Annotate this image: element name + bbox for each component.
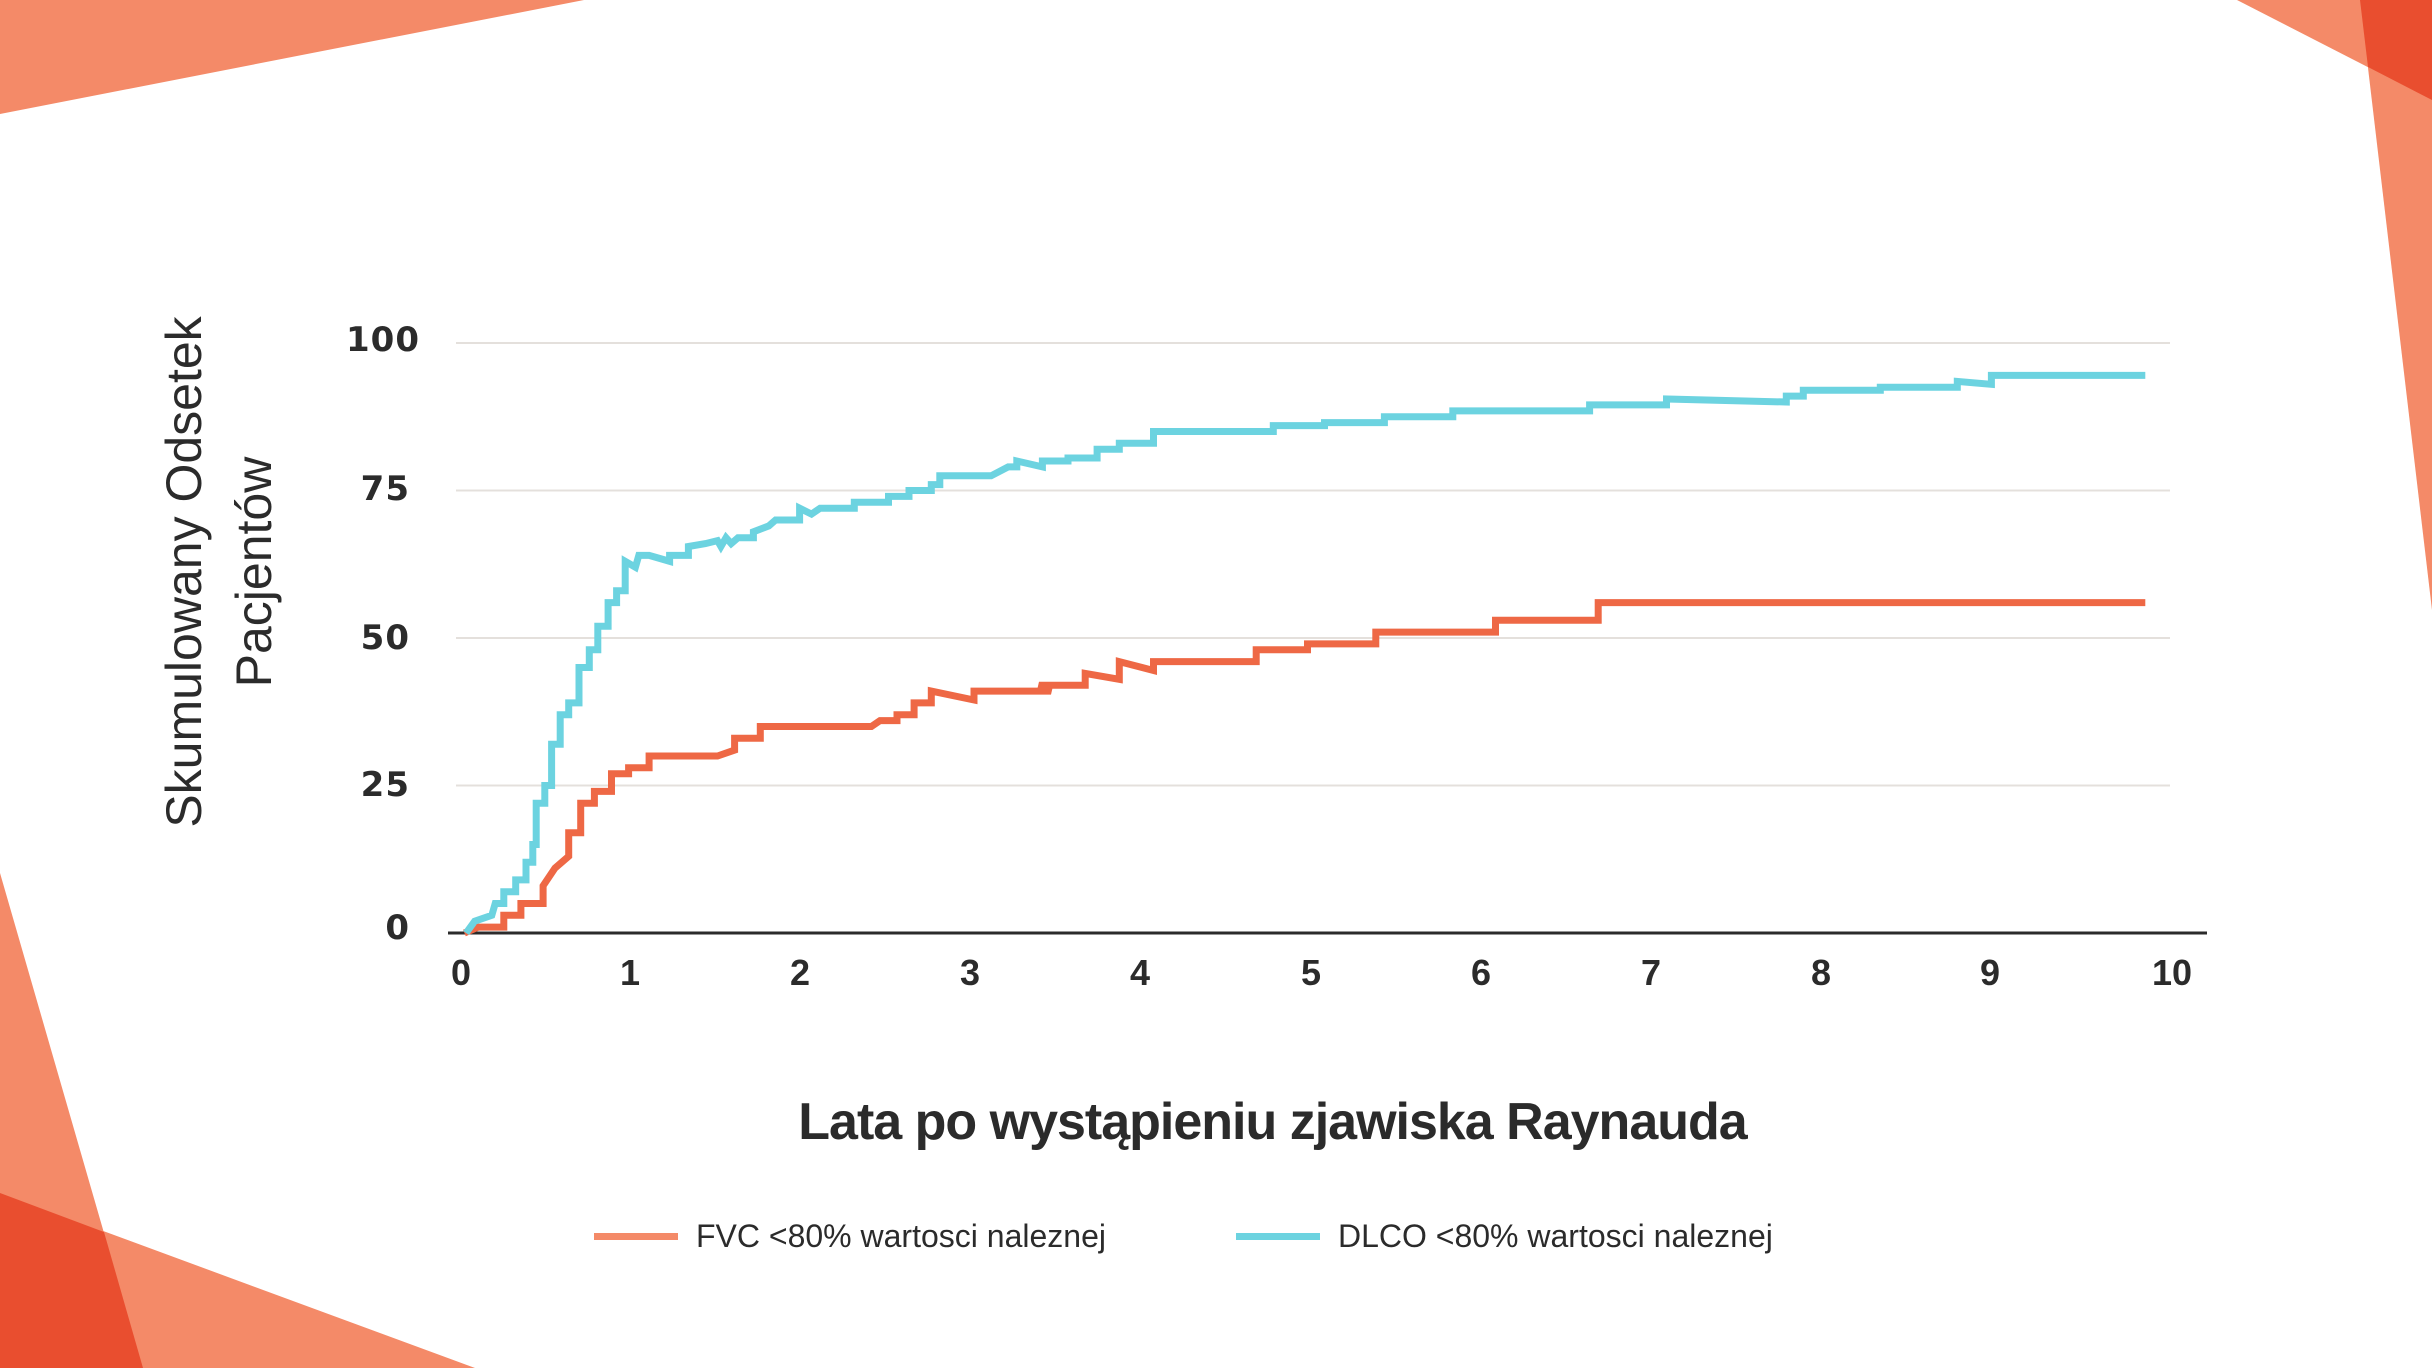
x-tick-label: 0 bbox=[450, 952, 472, 993]
x-tick-label: 1 bbox=[619, 952, 641, 993]
legend-label-dlco: DLCO <80% wartosci naleznej bbox=[1337, 1218, 1773, 1254]
dlco-series-line bbox=[463, 371, 2146, 936]
x-tick-label: 7 bbox=[1640, 952, 1662, 993]
legend-item-dlco: DLCO <80% wartosci naleznej bbox=[1235, 1218, 1773, 1255]
x-tick-label: 4 bbox=[1129, 952, 1151, 993]
gridlines bbox=[456, 342, 2170, 787]
y-tick-label: 50 bbox=[360, 618, 410, 658]
x-tick-label: 5 bbox=[1300, 952, 1322, 993]
y-tick-label: 75 bbox=[360, 469, 410, 509]
y-tick-label: 0 bbox=[385, 908, 410, 948]
deco-right-strip bbox=[2360, 0, 2432, 610]
y-axis-title-line2: Pacjentów bbox=[226, 456, 282, 688]
legend: FVC <80% wartosci naleznej DLCO <80% war… bbox=[594, 1218, 1903, 1255]
y-axis-title-line1: Skumulowany Odsetek bbox=[156, 316, 212, 828]
x-tick-label: 2 bbox=[789, 952, 811, 993]
legend-swatch-fvc bbox=[594, 1233, 678, 1240]
x-axis-title: Lata po wystąpieniu zjawiska Raynauda bbox=[798, 1093, 1747, 1151]
x-tick-label: 8 bbox=[1810, 952, 1832, 993]
x-tick-label: 3 bbox=[959, 952, 981, 993]
fvc-series-line bbox=[463, 599, 2146, 937]
legend-swatch-dlco bbox=[1235, 1233, 1320, 1240]
x-tick-label: 6 bbox=[1470, 952, 1492, 993]
legend-item-fvc: FVC <80% wartosci naleznej bbox=[594, 1218, 1106, 1255]
legend-label-fvc: FVC <80% wartosci naleznej bbox=[696, 1218, 1106, 1254]
deco-top-left-triangle bbox=[0, 0, 584, 114]
y-axis-title: Skumulowany Odsetek Pacjentów bbox=[149, 316, 289, 827]
y-tick-label: 25 bbox=[360, 765, 410, 805]
x-tick-label: 10 bbox=[2151, 952, 2193, 993]
deco-bottom-left-overlap bbox=[0, 1193, 143, 1368]
deco-top-right-overlap bbox=[2360, 0, 2432, 100]
x-tick-label: 9 bbox=[1979, 952, 2001, 993]
y-tick-label: 100 bbox=[346, 320, 420, 360]
